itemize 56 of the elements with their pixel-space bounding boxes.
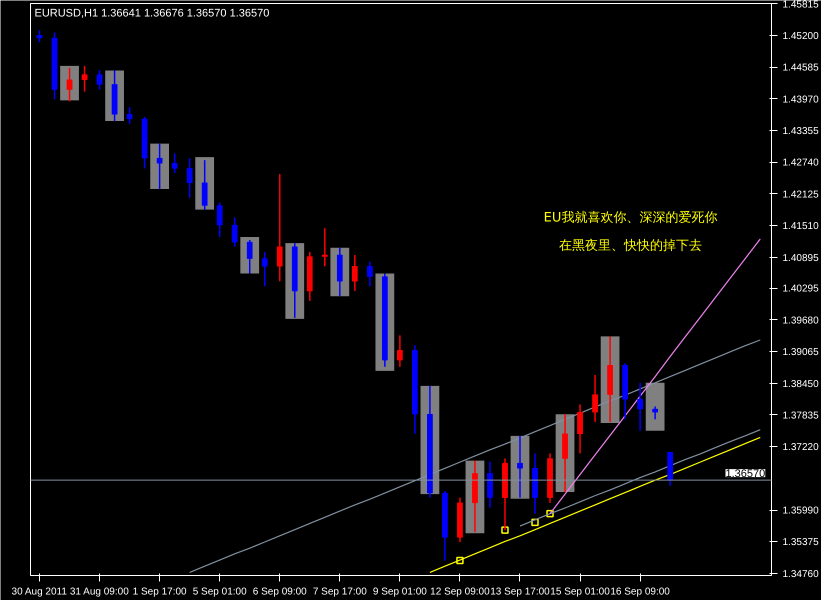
- y-tick-label: 1.42740: [782, 158, 820, 169]
- y-tick-label: 1.43970: [782, 94, 820, 106]
- x-tick-label: 1 Sep 17:00: [132, 586, 188, 598]
- candlestick: [592, 374, 598, 423]
- candlestick: [216, 202, 223, 238]
- y-tick-label: 1.45815: [782, 0, 820, 10]
- y-tick-label: 1.44585: [782, 62, 820, 74]
- candlestick: [156, 142, 163, 190]
- y-tick-label: 1.37220: [782, 442, 820, 454]
- y-tick-label: 1.35990: [782, 506, 820, 517]
- candlestick: [352, 254, 358, 292]
- y-tick-label: 1.34760: [782, 568, 820, 580]
- candlestick: [577, 404, 583, 454]
- candlestick: [517, 435, 523, 498]
- candlestick: [36, 30, 42, 43]
- x-tick-label: 13 Sep 17:00: [490, 586, 550, 598]
- y-tick-label: 1.41510: [782, 221, 820, 232]
- y-tick-label: 1.35375: [782, 537, 820, 548]
- candlestick: [232, 216, 238, 248]
- candlestick: [246, 239, 253, 274]
- candlestick: [366, 260, 373, 288]
- y-tick-label: 1.42125: [782, 189, 820, 200]
- candlestick: [172, 152, 178, 174]
- candlestick: [82, 65, 88, 92]
- x-tick-label: 15 Sep 01:00: [550, 586, 610, 598]
- candlestick: [66, 67, 72, 102]
- x-tick-label: 16 Sep 09:00: [610, 586, 670, 598]
- y-tick-label: 1.45200: [782, 30, 820, 42]
- y-tick-label: 1.39065: [782, 347, 820, 358]
- annotation: 在黑夜里、快快的掉下去: [559, 238, 702, 254]
- candlestick: [126, 106, 132, 125]
- x-tick-label: 7 Sep 17:00: [312, 586, 368, 598]
- candlestick: [652, 406, 658, 420]
- x-tick-label: 31 Aug 09:00: [70, 586, 130, 598]
- y-tick-label: 1.38450: [782, 378, 820, 390]
- x-tick-label: 6 Sep 09:00: [252, 586, 308, 598]
- y-tick-label: 1.39680: [782, 315, 820, 326]
- candlestick: [276, 173, 283, 282]
- y-tick-label: 1.40295: [782, 284, 820, 295]
- candlestick: [262, 251, 268, 288]
- x-tick-label: 9 Sep 01:00: [372, 586, 428, 598]
- y-tick-label: 1.37835: [782, 410, 820, 422]
- candlestick: [96, 69, 102, 90]
- candlestick: [637, 382, 643, 432]
- candlestick: [186, 157, 193, 199]
- y-tick-label: 1.43355: [782, 126, 820, 138]
- x-tick-label: 12 Sep 09:00: [430, 586, 490, 598]
- x-tick-label: 30 Aug 2011: [12, 586, 68, 598]
- chart-title: EURUSD,H1 1.36641 1.36676 1.36570 1.36570: [34, 8, 270, 20]
- candlestick: [322, 227, 328, 268]
- y-tick-label: 1.40895: [782, 252, 820, 264]
- candlestick: [396, 334, 403, 368]
- x-tick-label: 5 Sep 01:00: [192, 586, 248, 598]
- annotation: EU我就喜欢你、深深的爱死你: [544, 210, 718, 226]
- bar: [646, 382, 665, 431]
- candlestick: [202, 159, 208, 210]
